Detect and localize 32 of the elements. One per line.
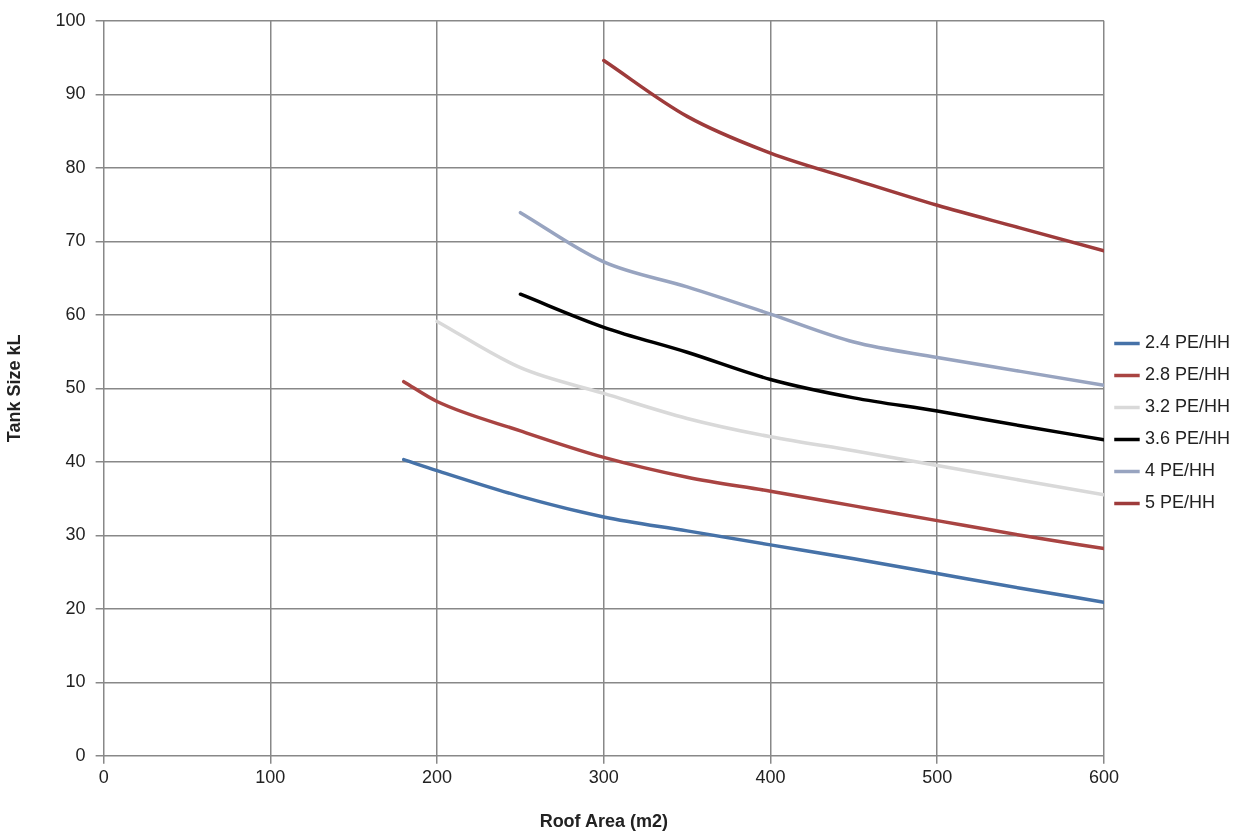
x-tick-label: 500 bbox=[922, 766, 953, 787]
legend-label: 2.8 PE/HH bbox=[1144, 364, 1231, 385]
x-tick-label: 200 bbox=[422, 766, 453, 787]
y-tick-label: 30 bbox=[65, 524, 86, 545]
line-series bbox=[602, 58, 1104, 253]
legend-label: 2.4 PE/HH bbox=[1144, 332, 1231, 353]
line-series bbox=[518, 210, 1104, 388]
y-tick-label: 20 bbox=[65, 597, 86, 618]
y-tick-label: 10 bbox=[65, 671, 86, 692]
line-series bbox=[401, 457, 1104, 604]
y-tick-label: 100 bbox=[55, 9, 86, 30]
x-tick-label: 300 bbox=[588, 766, 619, 787]
y-tick-label: 70 bbox=[65, 230, 86, 251]
legend-label: 3.6 PE/HH bbox=[1144, 428, 1231, 449]
line-series bbox=[518, 292, 1104, 442]
y-tick-label: 40 bbox=[65, 450, 86, 471]
line-series bbox=[435, 319, 1104, 497]
x-tick-label: 600 bbox=[1088, 766, 1119, 787]
x-tick-label: 100 bbox=[255, 766, 286, 787]
legend-label: 5 PE/HH bbox=[1144, 492, 1215, 513]
y-tick-label: 0 bbox=[75, 744, 86, 765]
y-tick-label: 50 bbox=[65, 377, 86, 398]
legend-label: 3.2 PE/HH bbox=[1144, 396, 1231, 417]
x-axis-title: Roof Area (m2) bbox=[539, 811, 668, 832]
line-series bbox=[401, 379, 1104, 551]
x-tick-label: 400 bbox=[755, 766, 786, 787]
y-tick-label: 60 bbox=[65, 303, 86, 324]
y-tick-label: 90 bbox=[65, 83, 86, 104]
x-tick-label: 0 bbox=[98, 766, 109, 787]
y-tick-label: 80 bbox=[65, 156, 86, 177]
y-axis-title: Tank Size kL bbox=[3, 334, 24, 443]
legend-label: 4 PE/HH bbox=[1144, 460, 1215, 481]
